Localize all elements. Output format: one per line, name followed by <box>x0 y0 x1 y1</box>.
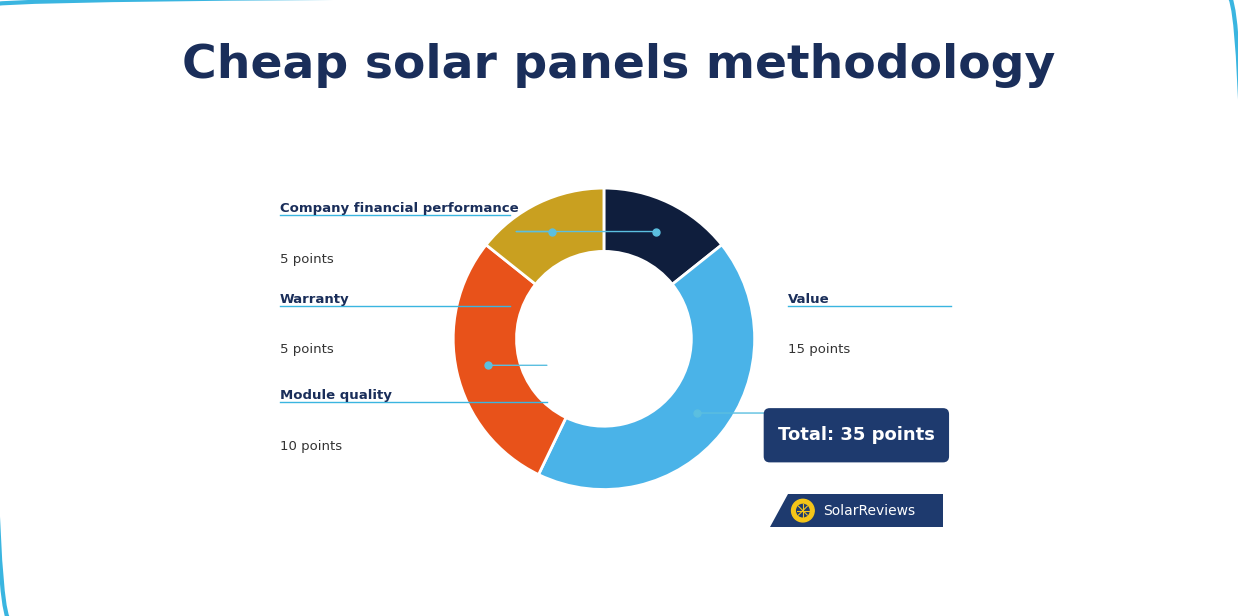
Wedge shape <box>487 188 604 285</box>
FancyBboxPatch shape <box>764 408 950 463</box>
Text: SolarReviews: SolarReviews <box>823 504 915 517</box>
Wedge shape <box>604 188 722 285</box>
Wedge shape <box>453 245 566 474</box>
Circle shape <box>797 505 810 517</box>
Text: 5 points: 5 points <box>280 343 334 356</box>
Text: Total: 35 points: Total: 35 points <box>777 426 935 444</box>
Wedge shape <box>539 245 755 490</box>
Text: Value: Value <box>787 293 829 306</box>
Text: Company financial performance: Company financial performance <box>280 202 519 215</box>
Text: 5 points: 5 points <box>280 253 334 266</box>
Text: 15 points: 15 points <box>787 343 851 356</box>
Polygon shape <box>770 494 943 527</box>
Text: Module quality: Module quality <box>280 389 391 402</box>
Text: Warranty: Warranty <box>280 293 349 306</box>
Text: Cheap solar panels methodology: Cheap solar panels methodology <box>182 43 1056 88</box>
Text: 10 points: 10 points <box>280 440 342 453</box>
Circle shape <box>791 500 815 522</box>
